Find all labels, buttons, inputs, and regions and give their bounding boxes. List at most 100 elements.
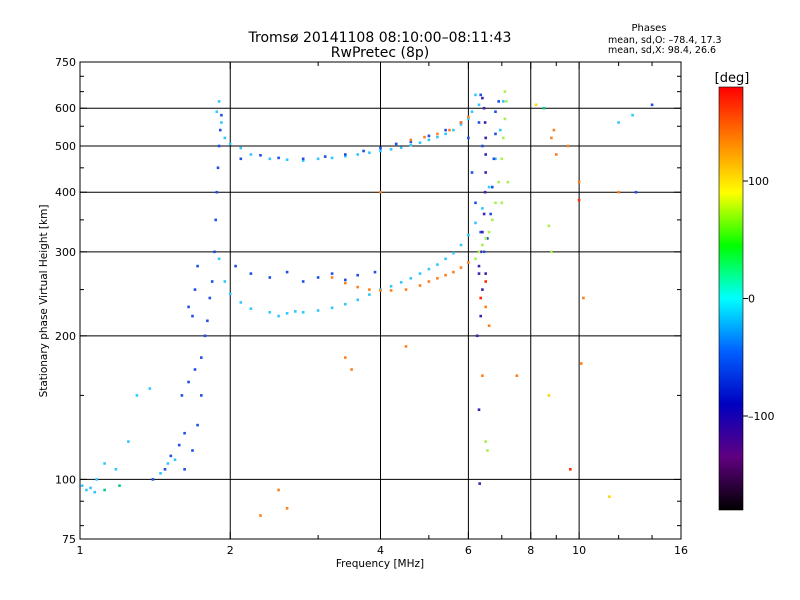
data-point xyxy=(459,123,463,126)
data-point xyxy=(301,280,305,283)
data-point xyxy=(452,270,455,274)
data-point xyxy=(220,113,223,117)
colorbar-tick-label: –100 xyxy=(748,410,775,423)
colorbar-gradient xyxy=(718,86,744,511)
data-point xyxy=(277,488,280,492)
data-point xyxy=(85,488,88,492)
data-point xyxy=(650,103,654,107)
data-point xyxy=(467,117,470,121)
data-point xyxy=(379,190,382,194)
data-point xyxy=(93,490,96,494)
data-point xyxy=(481,243,484,247)
data-point xyxy=(479,230,482,234)
data-point xyxy=(206,319,209,323)
data-point xyxy=(489,212,492,216)
data-point xyxy=(191,449,194,452)
colorbar: [deg] 100 0 –100 xyxy=(715,71,775,511)
data-point xyxy=(259,514,262,517)
data-point xyxy=(330,276,334,279)
data-point xyxy=(215,190,219,194)
data-point xyxy=(481,288,484,291)
data-point xyxy=(436,132,439,136)
data-point xyxy=(193,368,197,371)
data-point xyxy=(159,472,162,475)
data-point xyxy=(344,302,347,306)
colorbar-tick-label: 100 xyxy=(748,175,769,188)
stats-line-o: mean, sd,O: –78.4, 17.3 xyxy=(608,35,722,46)
data-point xyxy=(219,128,222,132)
data-point xyxy=(491,185,494,189)
data-point xyxy=(196,423,199,427)
data-point xyxy=(505,100,508,103)
data-point xyxy=(379,289,382,292)
data-point xyxy=(277,156,280,160)
data-point xyxy=(492,157,496,161)
data-point xyxy=(479,250,482,254)
data-point xyxy=(484,237,487,240)
data-point xyxy=(503,90,507,93)
data-point xyxy=(479,296,482,300)
data-point xyxy=(479,314,482,318)
data-point xyxy=(344,154,347,158)
data-point xyxy=(427,138,431,142)
data-point xyxy=(268,276,272,279)
data-point xyxy=(196,264,199,268)
data-point xyxy=(103,462,106,465)
data-point xyxy=(477,103,481,107)
data-point xyxy=(474,201,477,205)
data-point xyxy=(569,468,572,471)
data-point xyxy=(368,151,371,154)
data-point xyxy=(344,278,347,282)
data-point xyxy=(500,201,504,205)
data-point xyxy=(608,495,611,498)
data-point xyxy=(502,136,505,140)
data-point xyxy=(481,207,484,210)
data-point xyxy=(118,484,121,487)
data-point xyxy=(470,171,474,174)
data-point xyxy=(301,311,305,314)
data-point xyxy=(617,190,620,194)
y-tick-label: 75 xyxy=(62,533,76,546)
data-point xyxy=(200,394,203,397)
data-point xyxy=(323,155,327,158)
y-tick-label: 200 xyxy=(55,330,76,343)
data-point xyxy=(356,273,359,277)
data-point xyxy=(444,257,447,261)
data-point xyxy=(484,305,487,309)
data-point xyxy=(180,394,184,397)
chart-subtitle: RwPretec (8p) xyxy=(331,45,429,61)
data-point xyxy=(467,261,470,264)
data-point xyxy=(210,280,214,283)
data-point xyxy=(301,159,305,162)
data-point xyxy=(547,394,551,397)
data-point xyxy=(475,334,479,338)
data-point xyxy=(187,380,190,384)
data-point xyxy=(482,212,486,216)
data-point xyxy=(362,149,365,153)
axis-ticks: 1 2 4 6 8 10 16 75 100 200 300 400 500 600 750 xyxy=(55,56,688,557)
data-point xyxy=(234,264,237,268)
data-point xyxy=(200,356,203,359)
data-point xyxy=(481,230,484,234)
data-point xyxy=(389,285,393,288)
y-tick-label: 100 xyxy=(55,473,76,486)
y-tick-label: 500 xyxy=(55,140,76,153)
data-point xyxy=(497,180,500,184)
data-point xyxy=(173,458,177,461)
data-point xyxy=(497,100,500,103)
data-point xyxy=(474,93,477,97)
data-point xyxy=(217,257,221,261)
data-point xyxy=(215,110,219,113)
data-point xyxy=(500,157,504,161)
data-point xyxy=(316,157,320,161)
data-point xyxy=(484,280,487,283)
data-point xyxy=(389,289,393,292)
data-point xyxy=(486,449,489,452)
data-point xyxy=(95,478,98,481)
data-point xyxy=(177,443,181,447)
data-point xyxy=(427,134,431,138)
data-point xyxy=(487,185,491,189)
data-point xyxy=(444,128,447,132)
data-point xyxy=(484,272,487,275)
data-point xyxy=(239,301,243,304)
